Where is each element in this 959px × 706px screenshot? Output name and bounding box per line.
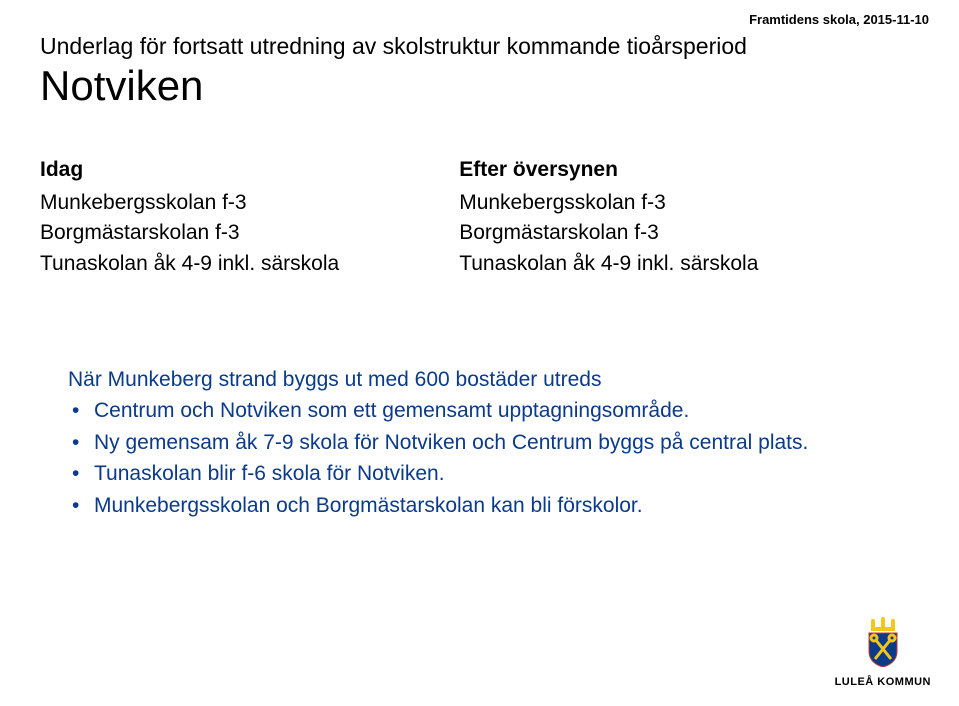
logo: LULEÅ KOMMUN: [835, 617, 931, 688]
column-right-heading: Efter översynen: [459, 158, 758, 182]
column-left-item: Munkebergsskolan f-3: [40, 188, 339, 218]
column-right-item: Borgmästarskolan f-3: [459, 218, 758, 248]
crest-icon: [857, 617, 909, 667]
notes-bullet: Ny gemensam åk 7-9 skola för Notviken oc…: [68, 428, 828, 457]
column-right-item: Munkebergsskolan f-3: [459, 188, 758, 218]
notes-bullet: Centrum och Notviken som ett gemensamt u…: [68, 396, 828, 425]
column-right: Efter översynen Munkebergsskolan f-3 Bor…: [459, 158, 758, 279]
notes-bullet: Munkebergsskolan och Borgmästarskolan ka…: [68, 491, 828, 520]
notes-list: Centrum och Notviken som ett gemensamt u…: [68, 396, 828, 520]
notes-block: När Munkeberg strand byggs ut med 600 bo…: [68, 365, 828, 522]
notes-lead: När Munkeberg strand byggs ut med 600 bo…: [68, 365, 828, 394]
column-left-item: Tunaskolan åk 4-9 inkl. särskola: [40, 249, 339, 279]
column-right-item: Tunaskolan åk 4-9 inkl. särskola: [459, 249, 758, 279]
page-title: Notviken: [40, 62, 203, 110]
header-date: Framtidens skola, 2015-11-10: [749, 12, 929, 27]
page-subtitle: Underlag för fortsatt utredning av skols…: [40, 33, 747, 60]
column-left-item: Borgmästarskolan f-3: [40, 218, 339, 248]
column-left-heading: Idag: [40, 158, 339, 182]
logo-text: LULEÅ KOMMUN: [835, 676, 931, 688]
column-left: Idag Munkebergsskolan f-3 Borgmästarskol…: [40, 158, 339, 279]
two-column-block: Idag Munkebergsskolan f-3 Borgmästarskol…: [40, 158, 758, 279]
notes-bullet: Tunaskolan blir f-6 skola för Notviken.: [68, 459, 828, 488]
